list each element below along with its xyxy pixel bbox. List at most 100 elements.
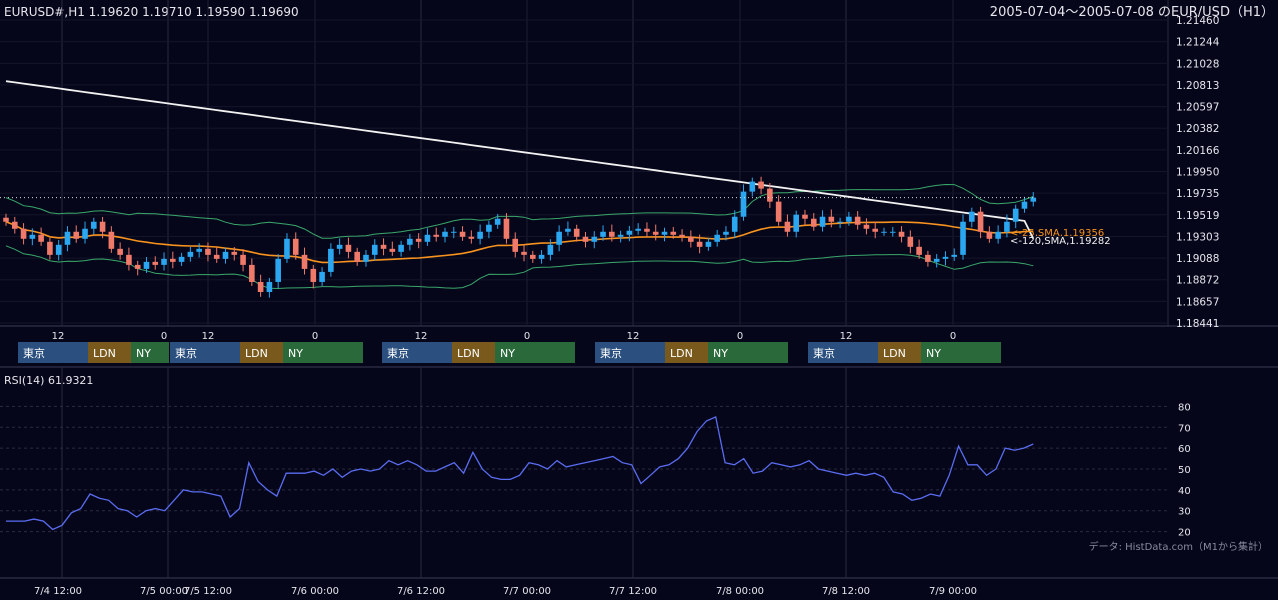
candle (1030, 192, 1037, 207)
session-ny-block (131, 342, 169, 363)
data-source-watermark: データ: HistData.com（M1から集計） (1089, 540, 1268, 553)
candle (64, 226, 71, 252)
rsi-tick-label: 30 (1178, 507, 1191, 518)
candle (775, 195, 782, 226)
candle (916, 239, 922, 259)
candle (187, 247, 194, 262)
price-tick-label: 1.21460 (1176, 15, 1219, 27)
candle (415, 233, 422, 249)
candle (117, 242, 123, 260)
session-ny-label: NY (136, 347, 151, 360)
candle (424, 228, 431, 246)
candle-body (257, 281, 264, 292)
hour-tick-label: 12 (627, 331, 640, 342)
bollinger-lower (5, 245, 1034, 290)
candle-body (837, 221, 843, 223)
rsi-tick-label: 50 (1178, 465, 1191, 476)
candle-body (292, 238, 299, 255)
candle (714, 229, 720, 247)
price-axis: 1.21460 1.21244 1.21028 1.20813 1.20597 1.203… (1176, 15, 1220, 330)
session-ny-block (921, 342, 1001, 363)
candle-body (310, 268, 317, 282)
candle (573, 224, 580, 242)
candle (810, 213, 817, 231)
session-tokyo-block (382, 342, 452, 363)
candle-body (161, 258, 167, 265)
candle (126, 247, 132, 271)
candle (284, 233, 290, 263)
candle (494, 213, 501, 229)
candle-body (64, 231, 71, 245)
candle-body (740, 191, 747, 217)
price-tick-label: 1.19519 (1176, 210, 1219, 222)
candle (134, 260, 141, 276)
candle (108, 226, 115, 253)
sma25-line (5, 220, 1034, 264)
time-tick-label: 7/7 12:00 (609, 586, 657, 597)
grid-lines (0, 0, 1168, 578)
candle-body (187, 251, 194, 257)
session-ldn-label: LDN (245, 347, 268, 360)
price-tick-label: 1.18872 (1176, 275, 1219, 287)
candle-body (266, 281, 273, 292)
candle-body (565, 228, 571, 232)
candle-body (705, 241, 712, 247)
candle (617, 230, 624, 243)
session-tokyo-block (170, 342, 240, 363)
candle (670, 226, 677, 239)
candle (758, 176, 764, 195)
price-tick-label: 1.20166 (1176, 145, 1220, 157)
candle-body (644, 228, 650, 232)
candle (266, 277, 273, 298)
candle (1012, 204, 1019, 229)
candle-body (336, 244, 343, 249)
candle (407, 233, 413, 251)
candle (767, 182, 773, 209)
hour-tick-label: 12 (415, 331, 428, 342)
candle (679, 229, 685, 242)
ohlc-header: EURUSD#,H1 1.19620 1.19710 1.19590 1.196… (4, 5, 299, 19)
hour-tick-label: 0 (161, 331, 167, 342)
candle-body (503, 218, 510, 239)
candle-body (626, 230, 633, 235)
candle (170, 251, 176, 269)
candle (213, 247, 220, 263)
session-ldn-block (88, 342, 131, 363)
price-tick-label: 1.19303 (1176, 231, 1219, 243)
candle-body (3, 217, 9, 222)
candle-body (889, 231, 896, 233)
candle-body (91, 221, 97, 229)
candle (301, 247, 308, 275)
session-ldn-label: LDN (883, 347, 906, 360)
session-tokyo-label: 東京 (387, 346, 409, 360)
candle-body (758, 181, 764, 189)
candle (907, 230, 914, 254)
candle-body (328, 248, 334, 272)
candle (275, 254, 281, 289)
candle-body (433, 234, 440, 237)
session-ny-block (283, 342, 363, 363)
session-tokyo-label: 東京 (600, 346, 622, 360)
candle-body (925, 254, 931, 262)
candle (565, 221, 571, 236)
candle-body (530, 254, 536, 259)
candle-body (995, 231, 1001, 239)
candle (582, 231, 589, 248)
candle-body (670, 231, 677, 235)
candle-body (600, 231, 606, 237)
candle-body (547, 244, 554, 255)
candle (442, 227, 448, 243)
candle-body (389, 248, 396, 252)
candle-body (424, 234, 431, 242)
candle (521, 244, 527, 262)
candle-body (898, 231, 905, 237)
rsi-panel: 80 70 60 50 40 30 20 (0, 402, 1191, 539)
candle (73, 225, 80, 243)
candle-body (714, 234, 720, 242)
candle (846, 211, 852, 226)
candle (486, 220, 492, 239)
candle-body (872, 228, 879, 232)
candle-body (249, 264, 255, 282)
candle-body (108, 231, 115, 249)
